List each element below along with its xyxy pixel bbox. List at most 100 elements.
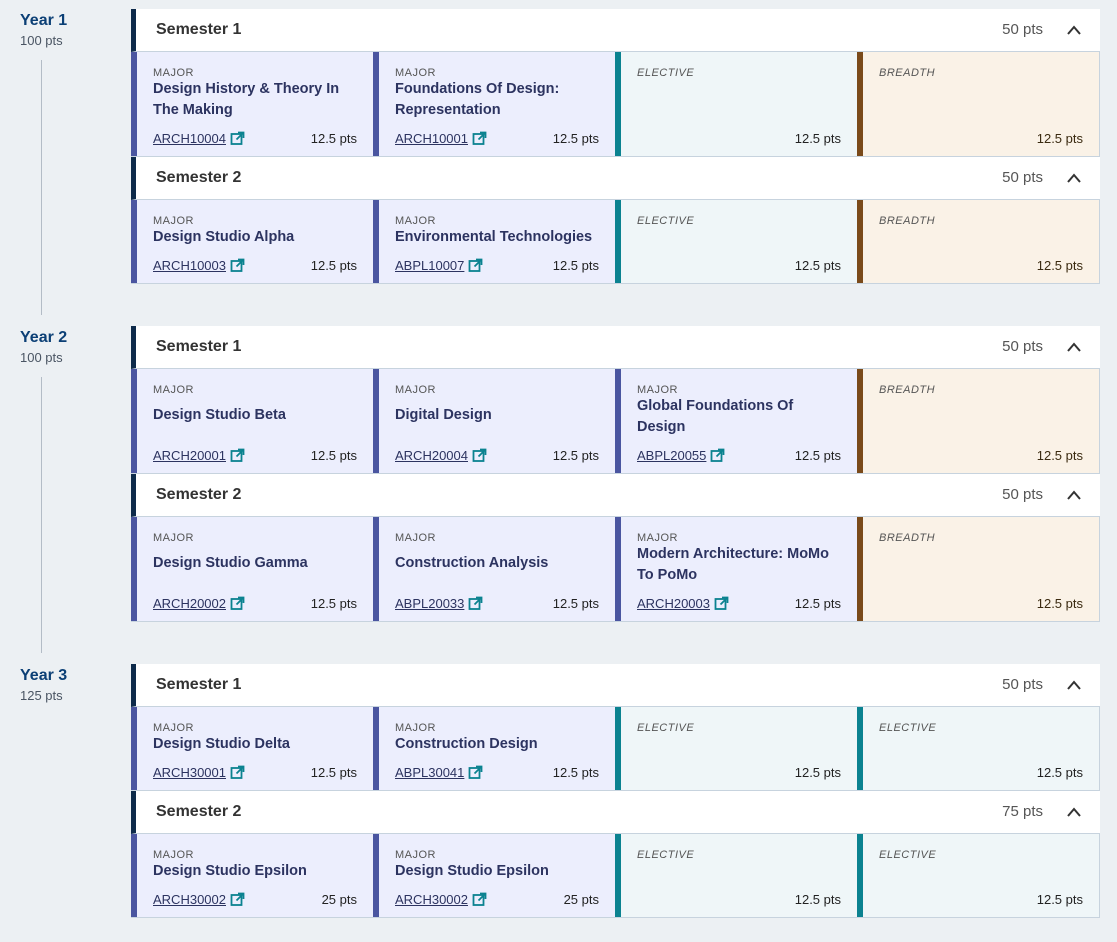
external-link-icon <box>472 892 487 907</box>
subject-code-link[interactable]: ABPL20033 <box>395 596 483 611</box>
subject-name: Design History & Theory In The Making <box>153 81 340 118</box>
subject-type-label: MAJOR <box>153 532 194 544</box>
subject-type-label: ELECTIVE <box>637 849 695 861</box>
subject-card-elective: ELECTIVE 12.5 pts <box>615 200 857 283</box>
chevron-up-icon[interactable] <box>1066 171 1082 183</box>
semester-panel: Semester 2 50 pts MAJOR Design Studio Gamma… <box>131 474 1100 622</box>
subject-name: Modern Architecture: MoMo To PoMo <box>637 546 829 583</box>
subject-type-label: ELECTIVE <box>879 849 937 861</box>
chevron-up-icon[interactable] <box>1066 340 1082 352</box>
semester-header[interactable]: Semester 2 50 pts <box>131 157 1100 200</box>
subject-card-major[interactable]: MAJOR Foundations Of Design: Representati… <box>373 52 615 156</box>
subject-points: 12.5 pts <box>1036 258 1083 273</box>
subject-code-link[interactable]: ARCH30001 <box>153 765 245 780</box>
subject-card-major[interactable]: MAJOR Design Studio Epsilon ARCH30002 25 pt… <box>131 834 373 917</box>
external-link-icon <box>472 131 487 146</box>
subject-code-link[interactable]: ARCH20003 <box>637 596 729 611</box>
subject-type-label: MAJOR <box>395 532 436 544</box>
subject-card-elective: ELECTIVE 12.5 pts <box>615 707 857 790</box>
subject-card-major[interactable]: MAJOR Design History & Theory In The Maki… <box>131 52 373 156</box>
subject-type-label: ELECTIVE <box>879 722 937 734</box>
year-title: Year 3 <box>20 667 68 684</box>
chevron-up-icon[interactable] <box>1066 678 1082 690</box>
year-label: Year 1 100 pts <box>20 11 67 50</box>
subject-code-link[interactable]: ARCH10003 <box>153 258 245 273</box>
subject-card-major[interactable]: MAJOR Environmental Technologies ABPL10007… <box>373 200 615 283</box>
subject-code: ARCH20002 <box>153 596 226 611</box>
subject-code-link[interactable]: ARCH30002 <box>153 892 245 907</box>
subject-code-link[interactable]: ARCH20001 <box>153 448 245 463</box>
subject-type-label: MAJOR <box>153 215 194 227</box>
external-link-icon <box>714 596 729 611</box>
external-link-icon <box>468 765 483 780</box>
subject-points: 12.5 pts <box>794 892 841 907</box>
semester-header[interactable]: Semester 2 75 pts <box>131 791 1100 834</box>
subject-code-link[interactable]: ARCH10001 <box>395 131 487 146</box>
chevron-up-icon[interactable] <box>1066 805 1082 817</box>
subject-card-major[interactable]: MAJOR Design Studio Gamma ARCH20002 12.5 pt… <box>131 517 373 621</box>
subject-points: 12.5 pts <box>794 765 841 780</box>
year-title: Year 2 <box>20 329 68 346</box>
external-link-icon <box>230 448 245 463</box>
subject-points: 12.5 pts <box>552 448 599 463</box>
subject-code-link[interactable]: ABPL20055 <box>637 448 725 463</box>
subject-card-breadth: BREADTH 12.5 pts <box>857 52 1099 156</box>
subject-card-breadth: BREADTH 12.5 pts <box>857 200 1099 283</box>
semester-header[interactable]: Semester 1 50 pts <box>131 9 1100 52</box>
subject-type-label: ELECTIVE <box>637 67 695 79</box>
semester-points: 50 pts <box>1002 21 1043 38</box>
subject-name: Design Studio Alpha <box>153 229 295 245</box>
semester-title: Semester 2 <box>156 486 242 503</box>
subject-points: 12.5 pts <box>310 258 357 273</box>
subject-card-major[interactable]: MAJOR Design Studio Beta ARCH20001 12.5 pts <box>131 369 373 473</box>
year-timeline-line <box>41 60 42 315</box>
subject-points: 12.5 pts <box>1036 892 1083 907</box>
subject-code-link[interactable]: ARCH20002 <box>153 596 245 611</box>
subject-card-major[interactable]: MAJOR Modern Architecture: MoMo To PoMo AR… <box>615 517 857 621</box>
subject-code-link[interactable]: ARCH30002 <box>395 892 487 907</box>
semester-list: Semester 1 50 pts MAJOR Design History & Th… <box>131 9 1100 284</box>
subject-card-major[interactable]: MAJOR Digital Design ARCH20004 12.5 pts <box>373 369 615 473</box>
subject-code-link[interactable]: ARCH10004 <box>153 131 245 146</box>
subject-name: Global Foundations Of Design <box>637 398 794 435</box>
subject-card-major[interactable]: MAJOR Design Studio Alpha ARCH10003 12.5 pt… <box>131 200 373 283</box>
year-timeline-line <box>41 377 42 653</box>
subject-card-elective: ELECTIVE 12.5 pts <box>857 834 1099 917</box>
subject-points: 12.5 pts <box>794 448 841 463</box>
subject-card-major[interactable]: MAJOR Construction Design ABPL30041 12.5 pt… <box>373 707 615 790</box>
subject-code-link[interactable]: ABPL30041 <box>395 765 483 780</box>
subject-name: Design Studio Gamma <box>153 555 308 571</box>
subject-type-label: MAJOR <box>395 215 436 227</box>
subject-points: 12.5 pts <box>310 131 357 146</box>
subject-card-major[interactable]: MAJOR Design Studio Delta ARCH30001 12.5 pt… <box>131 707 373 790</box>
subject-card-major[interactable]: MAJOR Construction Analysis ABPL20033 12.5 … <box>373 517 615 621</box>
subject-type-label: BREADTH <box>879 67 936 79</box>
subject-card-major[interactable]: MAJOR Design Studio Epsilon ARCH30002 25 pt… <box>373 834 615 917</box>
semester-points: 75 pts <box>1002 803 1043 820</box>
subject-points: 25 pts <box>321 892 357 907</box>
subject-type-label: MAJOR <box>395 384 436 396</box>
subject-points: 12.5 pts <box>794 596 841 611</box>
subject-points: 12.5 pts <box>1036 131 1083 146</box>
subject-points: 12.5 pts <box>1036 765 1083 780</box>
chevron-up-icon[interactable] <box>1066 488 1082 500</box>
semester-points: 50 pts <box>1002 486 1043 503</box>
subject-type-label: BREADTH <box>879 215 936 227</box>
subject-code-link[interactable]: ABPL10007 <box>395 258 483 273</box>
subject-type-label: MAJOR <box>637 384 678 396</box>
semester-header[interactable]: Semester 2 50 pts <box>131 474 1100 517</box>
chevron-up-icon[interactable] <box>1066 23 1082 35</box>
subject-points: 25 pts <box>563 892 599 907</box>
subject-card-breadth: BREADTH 12.5 pts <box>857 517 1099 621</box>
subject-card-elective: ELECTIVE 12.5 pts <box>857 707 1099 790</box>
subject-type-label: MAJOR <box>153 384 194 396</box>
year-points: 125 pts <box>20 688 63 703</box>
subject-code: ABPL30041 <box>395 765 465 780</box>
semester-panel: Semester 2 75 pts MAJOR Design Studio Epsil… <box>131 791 1100 918</box>
semester-header[interactable]: Semester 1 50 pts <box>131 326 1100 369</box>
semester-header[interactable]: Semester 1 50 pts <box>131 664 1100 707</box>
subject-name: Digital Design <box>395 407 492 423</box>
subject-code-link[interactable]: ARCH20004 <box>395 448 487 463</box>
subject-card-elective: ELECTIVE 12.5 pts <box>615 834 857 917</box>
subject-card-major[interactable]: MAJOR Global Foundations Of Design ABPL200… <box>615 369 857 473</box>
